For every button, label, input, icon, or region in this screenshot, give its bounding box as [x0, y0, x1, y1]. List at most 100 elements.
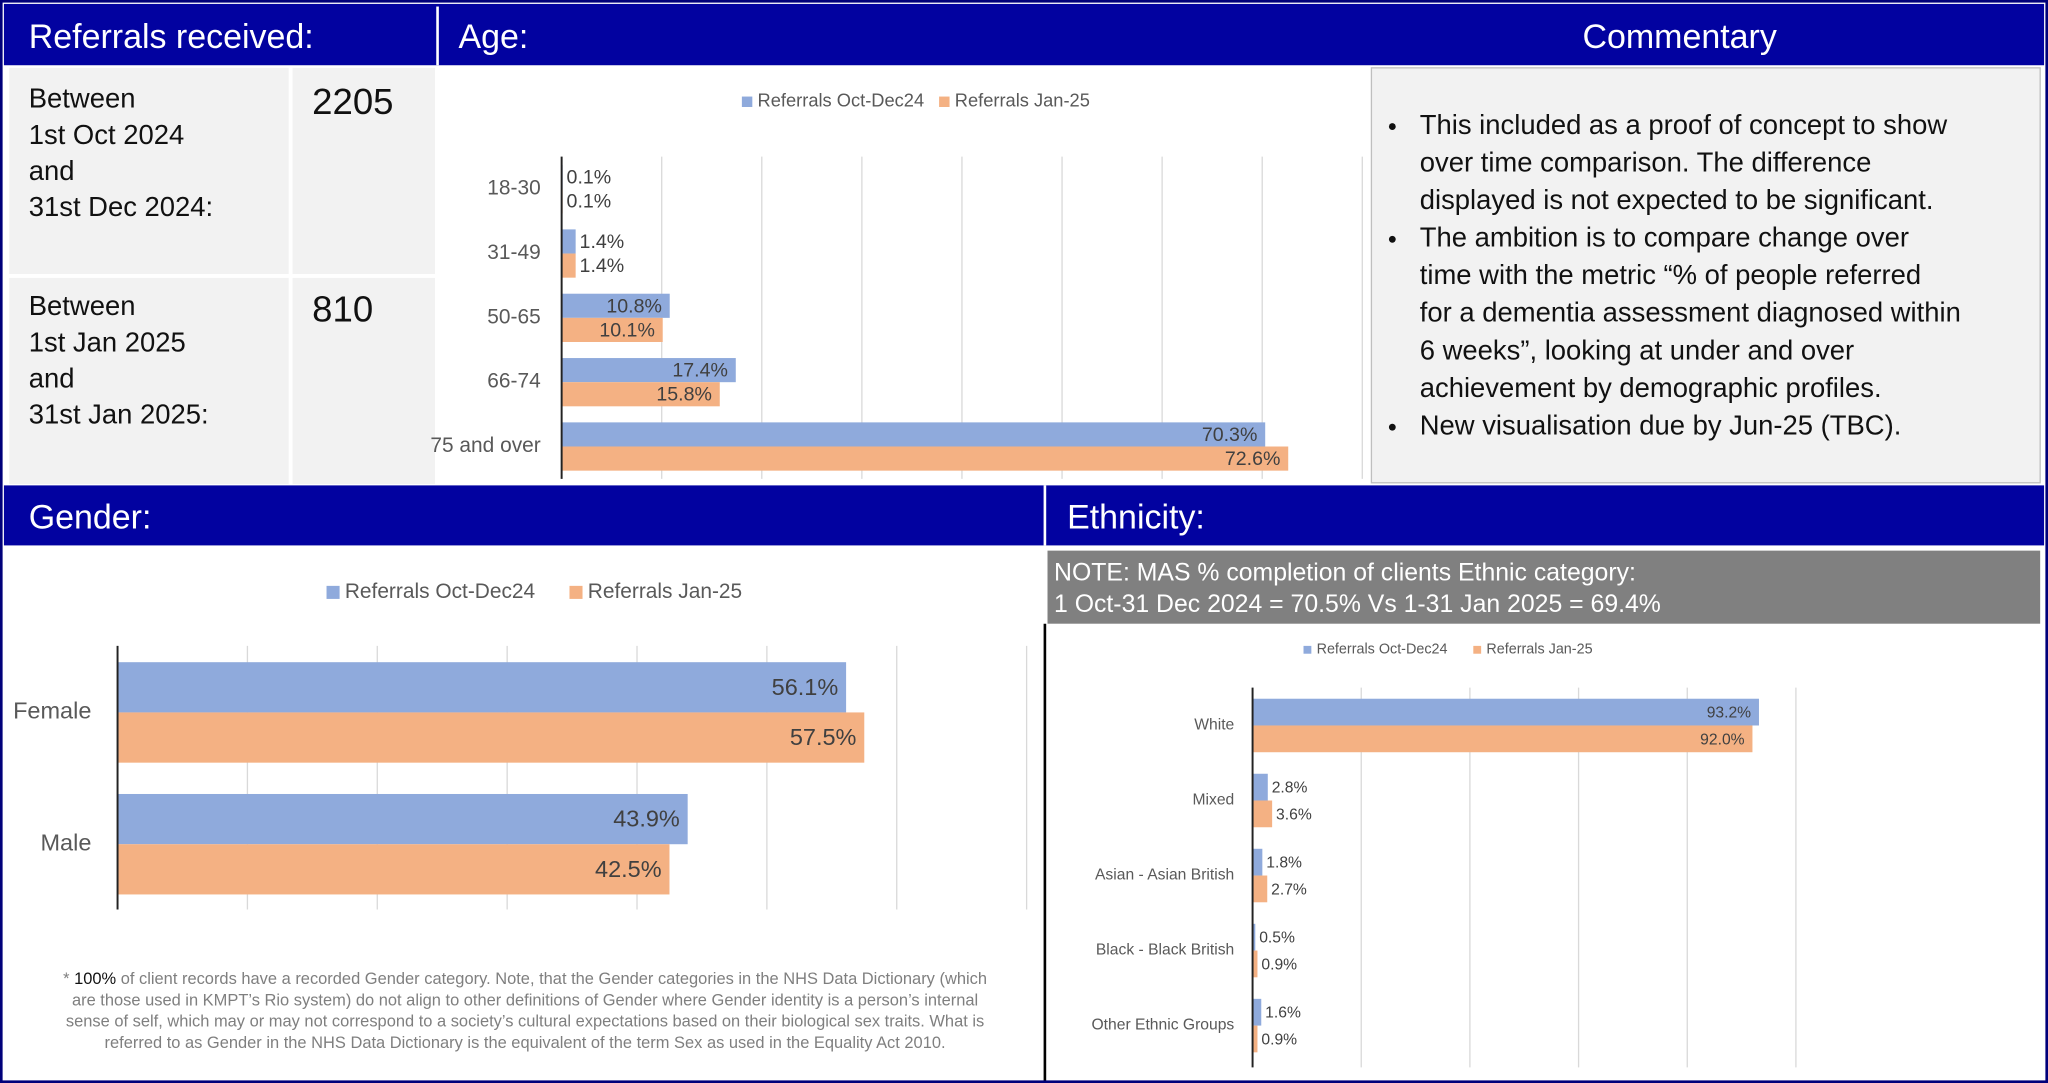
footnote-text: of client records have a recorded Gender…: [116, 970, 987, 988]
value-label: 0.9%: [1261, 956, 1297, 973]
bar: [117, 712, 865, 763]
value-label: 2.8%: [1272, 780, 1308, 797]
bar: [1252, 848, 1263, 876]
category-label: Other Ethnic Groups: [1091, 1017, 1234, 1034]
footnote-highlight: 100%: [74, 970, 116, 988]
value-label: 0.5%: [1259, 930, 1295, 947]
legend-label: Referrals Oct-Dec24: [345, 580, 535, 603]
value-label: 72.6%: [1225, 448, 1281, 470]
value-label: 0.9%: [1261, 1031, 1297, 1048]
period-line: 31st Jan 2025:: [29, 399, 209, 430]
ethnicity-note: 1 Oct-31 Dec 2024 = 70.5% Vs 1-31 Jan 20…: [1054, 591, 1661, 618]
category-label: 18-30: [487, 177, 540, 200]
commentary-line: for a dementia assessment diagnosed with…: [1420, 297, 1961, 328]
commentary-box: [1370, 67, 2041, 484]
bar: [1252, 800, 1273, 828]
referral-count: 2205: [312, 81, 393, 122]
legend-label: Referrals Jan-25: [1486, 642, 1592, 658]
value-label: 56.1%: [772, 674, 839, 700]
commentary-line: displayed is not expected to be signific…: [1420, 184, 1934, 215]
legend-swatch: [1303, 645, 1312, 654]
bar: [561, 446, 1289, 471]
bullet: [1388, 423, 1396, 431]
value-label: 10.8%: [606, 295, 662, 317]
bar: [1252, 950, 1258, 978]
value-label: 2.7%: [1271, 881, 1307, 898]
bar: [117, 844, 670, 895]
table-cell: [292, 277, 435, 485]
legend-label: Referrals Oct-Dec24: [758, 90, 925, 111]
value-label: 70.3%: [1202, 424, 1258, 446]
footnote-text: referred to as Gender in the NHS Data Di…: [105, 1034, 946, 1052]
legend-swatch: [741, 96, 753, 107]
bar: [1252, 1025, 1258, 1053]
category-label: 31-49: [487, 241, 540, 264]
bar: [1252, 773, 1268, 801]
category-label: 66-74: [487, 370, 540, 393]
period-line: 31st Dec 2024:: [29, 191, 213, 222]
footnote-line: referred to as Gender in the NHS Data Di…: [105, 1034, 946, 1052]
value-label: 10.1%: [599, 319, 655, 341]
table-cell: [9, 277, 289, 485]
table-cell: [292, 67, 435, 275]
value-label: 17.4%: [672, 360, 728, 382]
bar: [1252, 923, 1256, 951]
value-label: 0.1%: [567, 191, 612, 213]
period-line: Between: [29, 83, 136, 114]
bar: [117, 662, 847, 713]
bar: [117, 793, 688, 845]
period-line: 1st Jan 2025: [29, 326, 186, 357]
commentary-line: 6 weeks”, looking at under and over: [1420, 334, 1854, 365]
bar: [561, 422, 1266, 447]
legend-label: Referrals Jan-25: [588, 580, 742, 603]
category-label: Male: [40, 829, 91, 855]
gender-title: Gender:: [29, 498, 152, 536]
value-label: 15.8%: [656, 384, 712, 406]
legend-swatch: [1473, 645, 1482, 654]
value-label: 1.8%: [1266, 855, 1302, 872]
bar: [1252, 998, 1262, 1026]
bar: [561, 382, 720, 407]
legend-swatch: [569, 585, 583, 599]
period-line: and: [29, 155, 75, 186]
value-label: 57.5%: [790, 724, 857, 750]
bar: [561, 317, 663, 342]
category-label: Female: [13, 698, 91, 724]
value-label: 1.4%: [580, 231, 625, 253]
footnote-line: * 100% of client records have a recorded…: [63, 970, 987, 988]
referrals-title: Referrals received:: [29, 18, 314, 56]
bar: [561, 293, 670, 318]
category-label: 50-65: [487, 305, 540, 328]
commentary-line: over time comparison. The difference: [1420, 146, 1872, 177]
value-label: 42.5%: [595, 856, 662, 882]
value-label: 43.9%: [613, 806, 680, 832]
ethnicity-title: Ethnicity:: [1067, 498, 1205, 536]
footnote-text: sense of self, which may or may not corr…: [66, 1013, 984, 1031]
category-label: Mixed: [1192, 792, 1234, 809]
commentary-line: New visualisation due by Jun-25 (TBC).: [1420, 409, 1902, 440]
category-label: White: [1194, 717, 1234, 734]
period-line: Between: [29, 290, 136, 321]
legend-label: Referrals Jan-25: [955, 90, 1090, 111]
category-label: 75 and over: [430, 434, 540, 457]
commentary-line: The ambition is to compare change over: [1420, 222, 1909, 253]
age-title: Age:: [458, 18, 528, 56]
legend-swatch: [939, 96, 950, 107]
commentary-line: achievement by demographic profiles.: [1420, 372, 1882, 403]
footnote-text: are those used in KMPT’s Rio system) do …: [72, 992, 978, 1010]
period-line: and: [29, 362, 75, 393]
footnote-prefix: *: [63, 970, 74, 988]
period-line: 1st Oct 2024: [29, 119, 184, 150]
table-cell: [9, 67, 289, 275]
commentary-title: Commentary: [1583, 18, 1777, 56]
referral-count: 810: [312, 289, 373, 330]
commentary-text: This included as a proof of concept to s…: [1388, 109, 1961, 440]
legend-label: Referrals Oct-Dec24: [1317, 642, 1448, 658]
ethnicity-note: NOTE: MAS % completion of clients Ethnic…: [1054, 560, 1636, 587]
bar: [1252, 725, 1753, 753]
legend-swatch: [326, 585, 340, 599]
bar: [1252, 698, 1759, 726]
header-bar: [3, 3, 2045, 66]
